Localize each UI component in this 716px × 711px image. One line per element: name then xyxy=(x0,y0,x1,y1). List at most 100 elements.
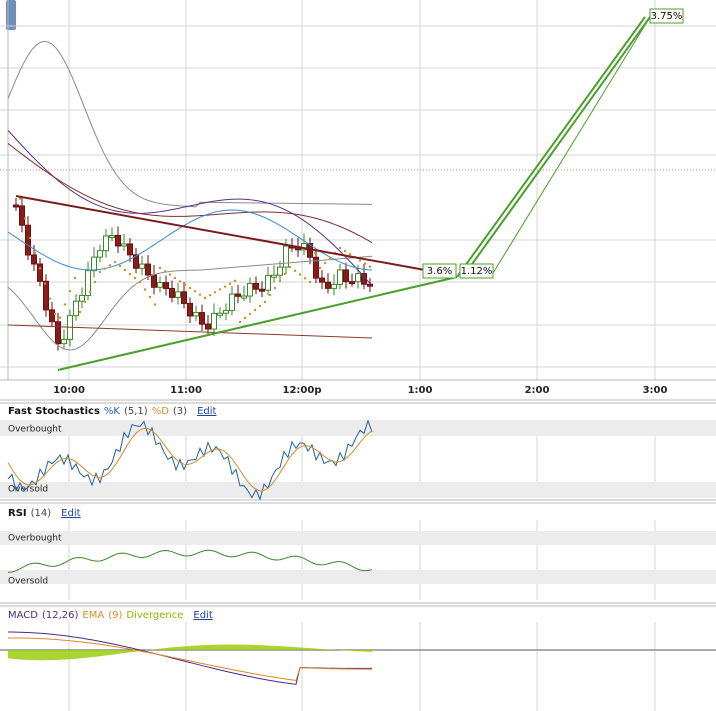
candle-body xyxy=(25,224,31,256)
sar-dot xyxy=(358,259,362,262)
candle-body xyxy=(193,312,199,317)
moving-average xyxy=(7,129,373,286)
candle-body xyxy=(211,312,217,330)
edit-link[interactable]: Edit xyxy=(61,508,80,519)
level-label: Overbought xyxy=(8,534,62,544)
candle-body xyxy=(127,243,133,256)
header-item: MACD xyxy=(8,610,38,621)
candle-body xyxy=(85,270,91,297)
edit-link[interactable]: Edit xyxy=(197,406,216,417)
macd-divergence xyxy=(8,644,374,661)
labels: 10:00 11:00 12:00p 1:00 2:00 3:00 3.6% 1.12% 3.7… xyxy=(7,8,684,685)
annotation: 3.6% xyxy=(427,266,452,277)
sar-dot xyxy=(98,270,102,274)
sar-dot xyxy=(288,265,292,269)
projection-line xyxy=(461,16,651,279)
sar-dot xyxy=(298,273,302,276)
sar-dot xyxy=(18,197,22,200)
header-item: Divergence xyxy=(126,610,183,621)
sar-dot xyxy=(123,268,127,272)
sar-dot xyxy=(293,269,297,272)
annotation: 3.75% xyxy=(651,11,683,22)
header-item: EMA xyxy=(82,610,104,621)
projection-line xyxy=(456,16,646,278)
sar-dot xyxy=(33,251,37,255)
header-item: (9) xyxy=(108,610,122,621)
candle-body xyxy=(247,282,253,297)
oversold-band xyxy=(0,570,716,584)
sar-dot xyxy=(53,312,57,316)
sar-dot xyxy=(138,280,142,284)
annotation-box xyxy=(649,8,684,24)
candle-body xyxy=(367,283,373,287)
sar-dot xyxy=(348,253,352,256)
stochastic-k xyxy=(7,419,373,501)
candle-body xyxy=(79,295,85,302)
candle-body xyxy=(91,256,97,272)
projection-line xyxy=(489,16,651,279)
sar-dot xyxy=(363,262,367,265)
sar-dot xyxy=(223,285,227,288)
rsi-line xyxy=(7,549,373,573)
sar-dot xyxy=(158,266,162,270)
sar-dot xyxy=(128,272,132,276)
sar-dot xyxy=(163,270,167,273)
baseline-average xyxy=(7,324,373,339)
candle-body xyxy=(55,321,61,345)
panel-header: Fast Stochastics %K (5,1) %D (3) Edit xyxy=(8,406,217,417)
candle-body xyxy=(145,263,151,276)
candle-body xyxy=(175,291,181,298)
level-label: Oversold xyxy=(8,577,48,587)
header-item: (14) xyxy=(31,508,52,519)
sar-dot xyxy=(233,279,237,283)
candle-body xyxy=(277,266,283,276)
candle-body xyxy=(271,274,277,278)
edit-link[interactable]: Edit xyxy=(193,610,212,621)
sar-dot xyxy=(68,290,72,293)
candle-body xyxy=(133,254,139,269)
candle-body xyxy=(157,282,163,288)
sar-dot xyxy=(253,308,257,312)
candle-body xyxy=(49,309,55,323)
sar-dot xyxy=(48,297,52,300)
annotation-box xyxy=(459,263,494,279)
sar-dot xyxy=(338,246,342,250)
level-label: Oversold xyxy=(8,485,48,495)
sar-dot xyxy=(78,310,82,314)
candle-body xyxy=(73,300,79,317)
candle-body xyxy=(13,204,19,208)
panel-header: MACD (12,26) EMA (9) Divergence Edit xyxy=(8,610,213,621)
candle-body xyxy=(103,235,109,252)
candle-body xyxy=(259,288,265,292)
candle-body xyxy=(313,256,319,279)
candle-body xyxy=(283,245,289,268)
sar-dot xyxy=(283,272,287,276)
sar-dot xyxy=(153,303,157,306)
candle-body xyxy=(343,269,349,283)
candle-body xyxy=(181,291,187,304)
candle-body xyxy=(139,263,145,269)
header-item: (3) xyxy=(173,406,187,417)
sar-dot xyxy=(213,291,217,294)
price-plot xyxy=(7,16,651,371)
overbought-band xyxy=(0,420,716,436)
sar-dot xyxy=(208,293,212,297)
sar-dot xyxy=(343,249,347,253)
sar-dot xyxy=(198,293,202,296)
candle-body xyxy=(121,243,127,247)
sar-dot xyxy=(133,276,137,280)
sar-dot xyxy=(268,293,272,297)
sar-dot xyxy=(143,288,147,291)
candle-body xyxy=(19,205,25,226)
x-tick-label: 3:00 xyxy=(643,385,668,396)
candle-body xyxy=(163,282,169,289)
sar-dot xyxy=(113,260,117,264)
support-line xyxy=(57,276,458,371)
overbought-band xyxy=(0,531,716,545)
sar-dot xyxy=(173,276,177,280)
sar-dot xyxy=(63,303,67,306)
sar-dot xyxy=(193,290,197,293)
candle-body xyxy=(115,234,121,247)
